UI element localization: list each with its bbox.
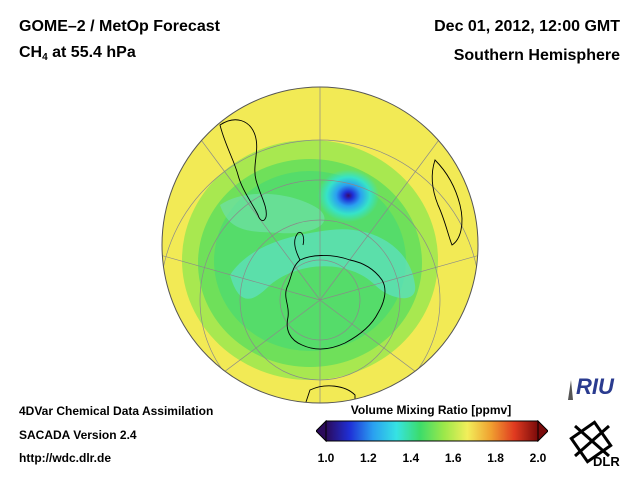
version-label: SACADA Version 2.4	[19, 428, 137, 442]
species-subscript: 4	[42, 52, 48, 63]
colorbar-tick-label: 1.0	[317, 451, 335, 465]
colorbar-title: Volume Mixing Ratio [ppmv]	[350, 403, 512, 417]
dlr-logo: DLR	[569, 420, 620, 468]
colorbar-low-arrow	[316, 420, 327, 442]
svg-text:RIU: RIU	[576, 374, 615, 399]
species-label: CH4 at 55.4 hPa	[19, 44, 136, 63]
colorbar-tick-label: 1.4	[402, 451, 420, 465]
globe-outline	[161, 86, 479, 404]
website-link[interactable]: http://wdc.dlr.de	[19, 451, 111, 465]
colorbar-ramp	[325, 420, 539, 442]
graticule	[162, 87, 478, 403]
minimum-region	[270, 150, 410, 270]
map-title: GOME–2 / MetOp Forecast	[19, 18, 220, 35]
globe-map	[161, 86, 479, 404]
svg-text:DLR: DLR	[593, 454, 620, 468]
colorbar-tick-label: 1.2	[360, 451, 377, 465]
colorbar	[316, 420, 548, 442]
species-name: CH	[19, 44, 43, 61]
colorbar-tick-label: 1.6	[444, 451, 462, 465]
pressure-level: at 55.4 hPa	[47, 44, 136, 61]
colorbar-tick-label: 2.0	[529, 451, 547, 465]
assimilation-label: 4DVar Chemical Data Assimilation	[19, 404, 214, 418]
forecast-date: Dec 01, 2012, 12:00 GMT	[434, 18, 620, 35]
colorbar-high-arrow	[537, 420, 548, 442]
region-label: Southern Hemisphere	[453, 47, 620, 64]
riu-logo: RIU	[568, 374, 615, 400]
coastlines	[219, 119, 463, 403]
colorbar-tick-label: 1.8	[487, 451, 504, 465]
